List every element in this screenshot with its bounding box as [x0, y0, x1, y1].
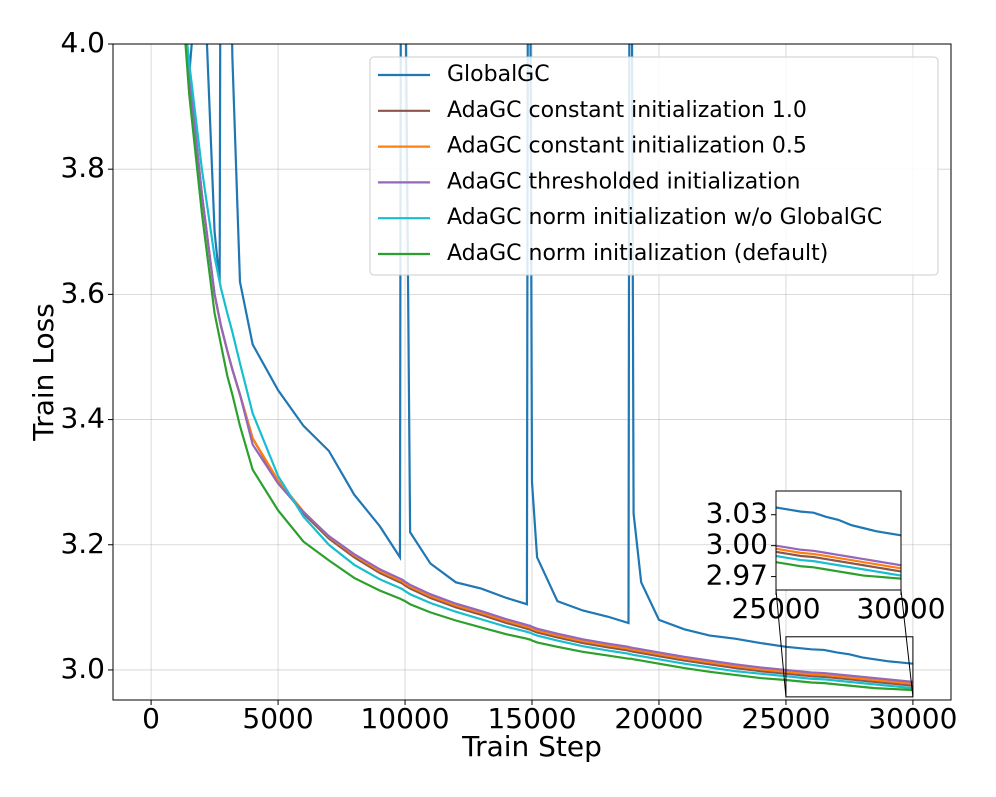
legend-box: [369, 56, 939, 276]
y-tick-label: 3.8: [60, 151, 105, 184]
y-tick-label: 2.97: [706, 559, 768, 592]
y-tick-label: 3.6: [60, 276, 105, 309]
x-tick-label: 0: [142, 702, 160, 735]
series-group: [184, 44, 914, 692]
series-group: [776, 506, 901, 580]
x-tick-label: 30000: [856, 592, 945, 625]
y-tick-label: 3.03: [706, 497, 768, 530]
line-series: [185, 44, 914, 665]
x-tick-label: 30000: [868, 702, 957, 735]
zoom-connector: [775, 589, 787, 697]
line-series: [776, 561, 901, 580]
y-axis-label: Train Loss: [27, 303, 60, 442]
legend-label: AdaGC constant initialization 1.0: [447, 98, 807, 123]
x-tick-label: 5000: [242, 702, 313, 735]
legend-label: AdaGC thresholded initialization: [447, 169, 800, 194]
zoom-connector: [900, 589, 914, 697]
line-series: [776, 544, 901, 567]
line-series: [184, 44, 913, 692]
x-axis-label: Train Step: [461, 730, 602, 763]
x-tick-label: 10000: [360, 702, 449, 735]
legend-label: AdaGC norm initialization w/o GlobalGC: [447, 205, 882, 230]
plot-frame: [775, 490, 902, 591]
line-series: [185, 44, 914, 683]
y-tick-label: 3.2: [60, 527, 105, 560]
line-series: [776, 550, 901, 573]
x-tick-label: 25000: [741, 702, 830, 735]
line-series: [776, 554, 901, 577]
x-tick-label: 20000: [614, 702, 703, 735]
plot-area: [776, 491, 901, 590]
line-series: [186, 44, 914, 690]
legend-label: AdaGC norm initialization (default): [447, 241, 828, 266]
x-tick-label: 15000: [487, 702, 576, 735]
plot-frame: [112, 43, 952, 701]
line-series: [776, 547, 901, 570]
legend-label: GlobalGC: [447, 62, 550, 87]
y-tick-label: 3.0: [60, 652, 105, 685]
y-tick-label: 3.00: [706, 528, 768, 561]
zoom-box: [785, 636, 914, 698]
legend-label: AdaGC constant initialization 0.5: [447, 134, 807, 159]
x-tick-label: 25000: [731, 592, 820, 625]
y-tick-label: 4.0: [60, 26, 105, 59]
y-tick-label: 3.4: [60, 402, 105, 435]
line-series: [776, 506, 901, 537]
